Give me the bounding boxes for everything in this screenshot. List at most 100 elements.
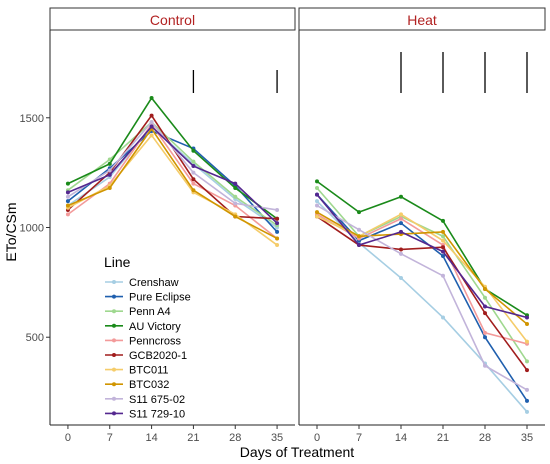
legend-label-btc011: BTC011 <box>129 365 169 377</box>
data-point-crenshaw <box>525 409 529 414</box>
panels-layer: Control Heat <box>49 7 546 426</box>
data-point-s11-729-10 <box>357 243 361 248</box>
data-point-btc032 <box>525 322 529 327</box>
data-point-btc032 <box>233 214 238 219</box>
legend: Line Crenshaw Pure Eclipse Penn A4 AU Victo… <box>104 254 191 420</box>
x-axis: 0 7 14 21 28 35 0 7 14 21 28 35 <box>65 425 533 444</box>
data-point-penn-a4 <box>441 234 445 239</box>
data-point-s11-675-02 <box>483 363 487 368</box>
data-point-s11-729-10 <box>441 249 445 254</box>
series-line-penncross <box>316 213 528 345</box>
data-point-s11-675-02 <box>315 203 319 208</box>
x-tick-label: 14 <box>145 432 157 444</box>
x-tick-label: 21 <box>187 432 199 444</box>
data-point-gcb2020-1 <box>483 311 487 316</box>
y-axis-title: ETo/CSm <box>3 202 19 261</box>
data-point-au-victory <box>149 96 154 101</box>
data-point-gcb2020-1 <box>275 216 280 221</box>
data-point-pure-eclipse <box>399 221 403 226</box>
data-point-s11-729-10 <box>107 172 112 177</box>
legend-swatch-point-penn-a4 <box>112 309 116 314</box>
x-tick-label: 35 <box>271 432 283 444</box>
legend-label-penncross: Penncross <box>129 335 181 347</box>
data-point-btc011 <box>275 243 280 248</box>
series-line-au-victory <box>67 96 278 220</box>
series-line-btc032 <box>67 127 278 240</box>
data-point-btc032 <box>107 186 112 190</box>
legend-label-s11-729-10: S11 729-10 <box>129 408 185 420</box>
data-point-btc011 <box>399 212 403 217</box>
data-point-pure-eclipse <box>525 398 529 403</box>
x-tick-label: 35 <box>521 432 533 444</box>
legend-label-s11-675-02: S11 675-02 <box>129 394 185 406</box>
data-point-s11-675-02 <box>275 207 280 212</box>
y-tick-label: 500 <box>26 332 44 344</box>
panel-control: Control <box>49 7 296 426</box>
legend-label-btc032: BTC032 <box>129 379 169 391</box>
data-point-s11-729-10 <box>65 190 70 195</box>
data-point-s11-729-10 <box>233 181 238 186</box>
legend-swatch-point-au-victory <box>112 323 116 328</box>
panel-heat: Heat <box>298 7 546 426</box>
data-point-pure-eclipse <box>65 199 70 204</box>
data-point-au-victory <box>191 148 196 153</box>
legend-swatch-point-crenshaw <box>112 280 116 284</box>
data-point-btc011 <box>315 214 319 219</box>
data-point-penn-a4 <box>191 159 196 164</box>
data-point-btc032 <box>357 234 361 239</box>
data-point-btc032 <box>441 229 445 234</box>
data-point-s11-729-10 <box>191 164 196 169</box>
data-point-pure-eclipse <box>483 335 487 340</box>
series-line-s11-675-02 <box>316 204 528 391</box>
data-point-penncross <box>483 330 487 335</box>
data-point-penn-a4 <box>483 295 487 300</box>
series-line-s11-729-10 <box>67 125 278 224</box>
x-tick-label: 0 <box>314 432 320 444</box>
x-tick-label: 28 <box>229 432 241 444</box>
series-line-penn-a4 <box>67 121 278 226</box>
legend-swatch-point-btc032 <box>112 382 116 387</box>
strip-title: Heat <box>407 12 437 28</box>
data-point-au-victory <box>233 186 238 190</box>
data-point-s11-675-02 <box>107 168 112 173</box>
x-tick-label: 14 <box>395 432 407 444</box>
data-point-btc011 <box>525 339 529 344</box>
data-point-gcb2020-1 <box>441 245 445 250</box>
data-point-crenshaw <box>315 199 319 204</box>
data-point-gcb2020-1 <box>525 368 529 373</box>
legend-swatch-point-s11-729-10 <box>112 411 116 416</box>
data-point-penncross <box>399 216 403 221</box>
legend-title: Line <box>104 254 131 270</box>
data-point-penncross <box>191 181 196 186</box>
data-point-s11-729-10 <box>525 315 529 320</box>
x-tick-label: 21 <box>437 432 449 444</box>
strip-box <box>298 7 546 31</box>
data-point-btc032 <box>483 286 487 291</box>
legend-label-penn-a4: Penn A4 <box>129 306 171 318</box>
data-point-penn-a4 <box>233 194 238 199</box>
legend-swatch-point-penncross <box>112 338 116 343</box>
strip-title: Control <box>150 12 195 28</box>
data-point-gcb2020-1 <box>191 177 196 182</box>
legend-label-gcb2020-1: GCB2020-1 <box>129 350 187 362</box>
series-line-btc032 <box>316 211 528 325</box>
legend-label-au-victory: AU Victory <box>129 321 181 333</box>
data-point-au-victory <box>399 194 403 199</box>
data-point-btc032 <box>65 203 70 208</box>
data-point-penncross <box>65 212 70 217</box>
data-point-au-victory <box>107 161 112 166</box>
data-point-gcb2020-1 <box>149 113 154 118</box>
data-point-au-victory <box>441 218 445 223</box>
data-point-s11-729-10 <box>315 192 319 197</box>
series-line-gcb2020-1 <box>316 215 528 371</box>
legend-swatch-point-s11-675-02 <box>112 396 116 401</box>
data-point-au-victory <box>357 210 361 215</box>
data-point-s11-729-10 <box>149 124 154 129</box>
data-point-s11-729-10 <box>399 229 403 234</box>
legend-swatch-point-pure-eclipse <box>112 294 116 299</box>
data-point-s11-675-02 <box>525 387 529 392</box>
data-point-pure-eclipse <box>275 229 280 234</box>
series-line-btc011 <box>67 134 278 246</box>
data-point-btc011 <box>441 238 445 243</box>
